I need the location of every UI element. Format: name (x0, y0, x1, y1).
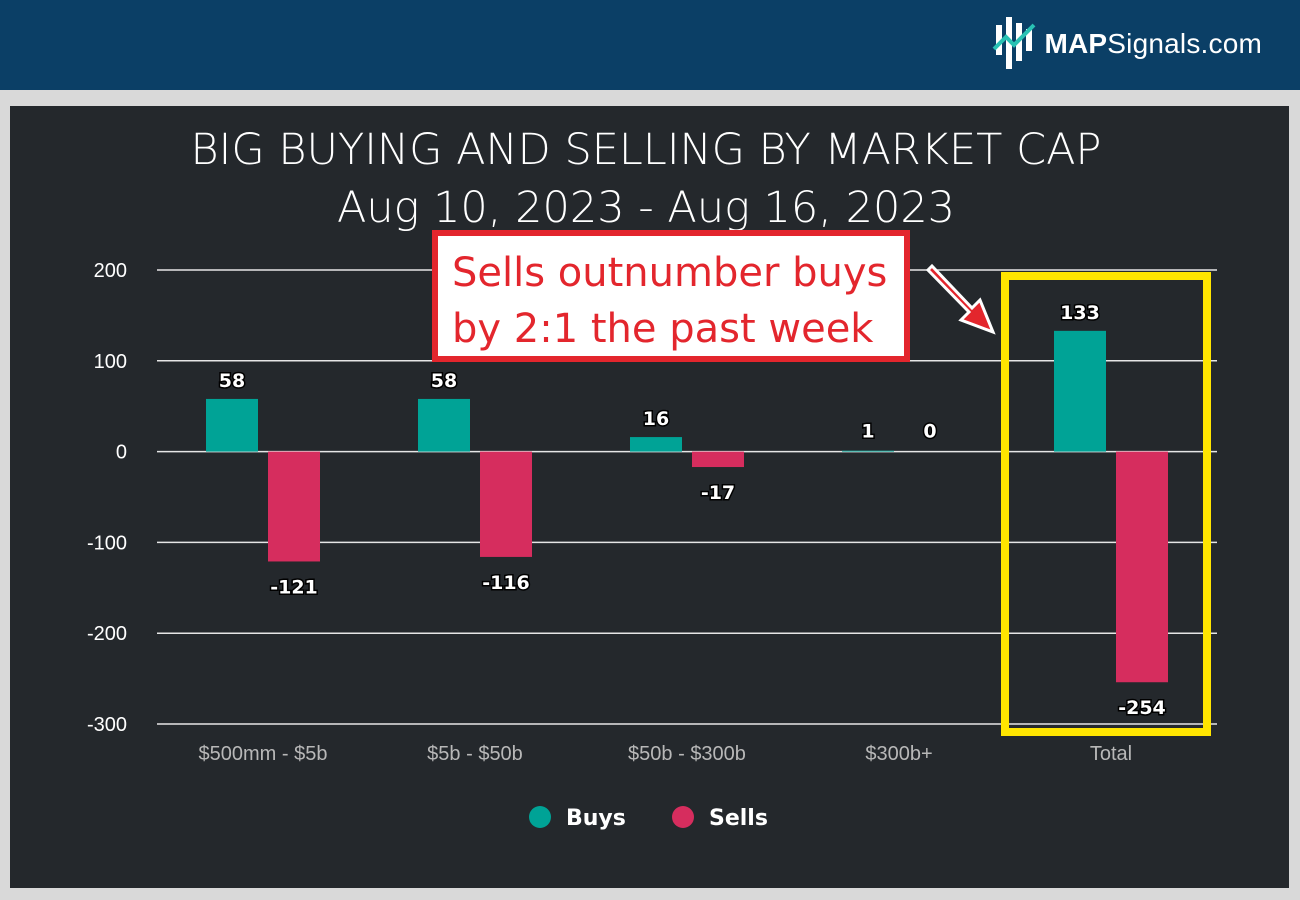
bar-sells (480, 451, 532, 557)
x-tick-label: $5b - $50b (427, 743, 523, 765)
bar-sells (1116, 451, 1168, 683)
logo-mark-icon (993, 17, 1036, 69)
y-tick-label: 200 (94, 260, 127, 282)
site-header: MAPSignals.com (0, 0, 1300, 90)
logo-text-rest: Signals.com (1107, 28, 1262, 59)
annotation-box (432, 230, 910, 362)
y-tick-label: -200 (87, 623, 127, 645)
annotation-arrow-icon (925, 263, 996, 335)
data-label: -116 (482, 572, 530, 594)
total-highlight-box (1001, 272, 1211, 736)
bar-buys (418, 398, 470, 452)
data-label: -254 (1118, 697, 1166, 719)
y-tick-label: -100 (87, 532, 127, 554)
data-label: 0 (923, 421, 936, 443)
data-labels: 58 -121 58 -116 16 -17 1 0 133 -254 (217, 300, 1167, 720)
y-tick-label: -300 (87, 714, 127, 736)
bar-buys (842, 450, 894, 452)
x-tick-label: $50b - $300b (628, 743, 746, 765)
data-label: -17 (701, 482, 735, 504)
legend-marker-sells (672, 806, 694, 828)
chart-panel: BIG BUYING AND SELLING BY MARKET CAP Aug… (10, 106, 1289, 888)
bar-sells (692, 451, 744, 468)
data-label: 133 (1060, 302, 1100, 324)
logo-text: MAPSignals.com (1044, 28, 1262, 60)
x-axis-labels: $500mm - $5b $5b - $50b $50b - $300b $300b+… (199, 743, 1133, 765)
chart-subtitle: Aug 10, 2023 - Aug 16, 2023 (337, 183, 955, 233)
annotation-callout: Sells outnumber buys by 2:1 the past wee… (432, 230, 996, 362)
bar-sells (268, 451, 320, 562)
x-tick-label: Total (1090, 743, 1132, 765)
legend-marker-buys (529, 806, 551, 828)
bars (206, 330, 1168, 683)
logo-text-bold: MAP (1044, 28, 1108, 59)
x-tick-label: $300b+ (865, 743, 932, 765)
bar-buys (206, 398, 258, 452)
chart-title: BIG BUYING AND SELLING BY MARKET CAP (191, 125, 1102, 175)
legend-label-buys: Buys (566, 806, 626, 831)
bar-chart: BIG BUYING AND SELLING BY MARKET CAP Aug… (87, 125, 1217, 831)
mapsignals-logo[interactable]: MAPSignals.com (992, 14, 1262, 74)
x-tick-label: $500mm - $5b (199, 743, 328, 765)
bar-buys (1054, 330, 1106, 452)
data-label: 58 (219, 370, 245, 392)
data-label: 58 (431, 370, 457, 392)
gridlines (157, 269, 1217, 725)
annotation-line-2: by 2:1 the past week (452, 306, 874, 352)
legend-label-sells: Sells (709, 806, 768, 831)
data-label: -121 (270, 576, 318, 598)
y-tick-label: 0 (116, 442, 127, 464)
bar-buys (630, 437, 682, 452)
legend: Buys Sells (529, 806, 768, 831)
data-label: 16 (643, 408, 669, 430)
y-axis-ticks: 200 100 0 -100 -200 -300 (87, 260, 127, 736)
annotation-line-1: Sells outnumber buys (452, 250, 887, 296)
y-tick-label: 100 (94, 351, 127, 373)
data-label: 1 (861, 421, 874, 443)
